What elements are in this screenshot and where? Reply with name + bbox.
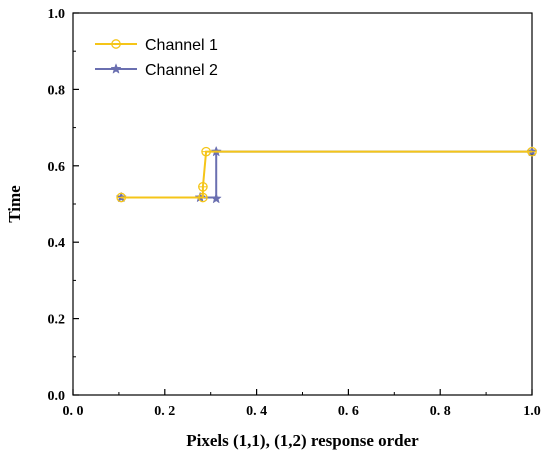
ticks-layer: 0. 0 0. 2 0. 4 0. 6 0. 8 1.0 0.0 0.2 0.4 0.6 0.8 1.… [48, 7, 541, 419]
plot-area [72, 12, 533, 396]
y-tick-label: 0.6 [48, 160, 66, 175]
y-tick-label: 0.2 [48, 313, 66, 328]
series-2-point [210, 192, 222, 204]
legend-label: Channel 2 [145, 62, 218, 79]
legend-label: Channel 1 [145, 37, 218, 54]
x-tick-label: 0. 0 [63, 404, 84, 419]
series-1-point [198, 192, 208, 203]
legend-swatch-marker [110, 63, 122, 74]
y-tick-label: 0.8 [48, 83, 66, 98]
legend: Channel 1 Channel 2 [95, 37, 218, 79]
x-axis-title: Pixels (1,1), (1,2) response order [186, 431, 419, 450]
x-tick-label: 0. 2 [154, 404, 175, 419]
x-tick-label: 0. 6 [338, 404, 359, 419]
x-tick-label: 0. 4 [246, 404, 267, 419]
series-2 [115, 145, 538, 204]
series-1-point [201, 146, 211, 157]
x-tick-label: 0. 8 [430, 404, 451, 419]
y-tick-label: 1.0 [48, 7, 66, 22]
series-1-point [116, 192, 127, 203]
y-axis-title: Time [5, 185, 24, 223]
series-1 [116, 146, 537, 203]
series-layer [115, 145, 538, 204]
x-tick-label: 1.0 [523, 404, 541, 419]
series-1-point [527, 146, 537, 157]
plot-frame [72, 12, 533, 396]
y-tick-label: 0.0 [48, 389, 66, 404]
legend-entry-1: Channel 1 [95, 37, 218, 54]
series-1-point [198, 181, 208, 192]
series-1-line [121, 150, 532, 199]
series-2-line [121, 150, 532, 199]
y-tick-label: 0.4 [48, 236, 66, 251]
legend-entry-2: Channel 2 [95, 62, 218, 79]
legend-swatch-marker [111, 39, 121, 49]
